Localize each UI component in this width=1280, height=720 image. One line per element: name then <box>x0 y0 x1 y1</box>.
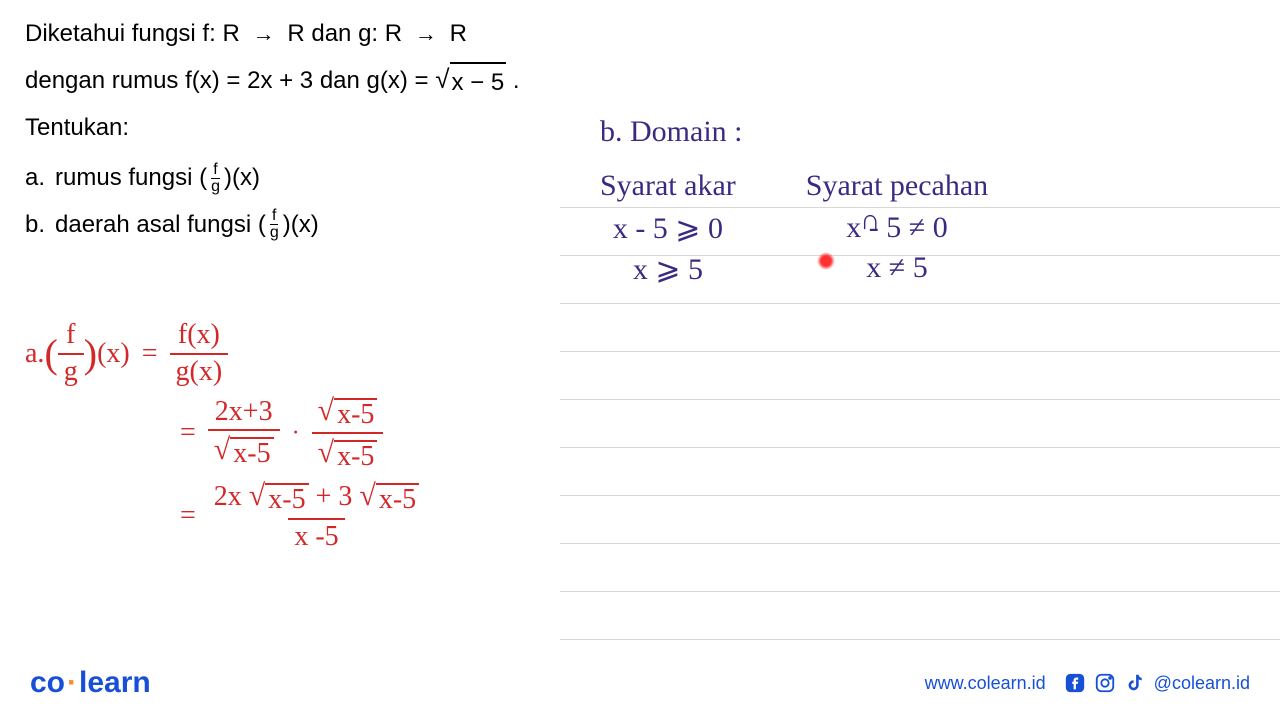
solution-b-title: b. Domain : <box>600 115 988 149</box>
denominator: g <box>58 353 84 388</box>
text: 5 <box>905 251 928 284</box>
text: Diketahui fungsi f: R <box>25 20 240 47</box>
radical-icon: √ <box>318 394 334 427</box>
fraction-fg: f g <box>209 162 222 195</box>
problem-line-3: Tentukan: <box>25 109 545 147</box>
text: 2x <box>214 481 242 512</box>
neq: ≠ <box>889 251 905 284</box>
website-url: www.colearn.id <box>925 673 1046 694</box>
radicand: x − 5 <box>450 62 507 102</box>
text: ) <box>84 330 97 377</box>
equals: = <box>180 500 196 532</box>
numerator: √x-5 <box>312 394 384 433</box>
text: dengan rumus f(x) = 2x + 3 dan g(x) = <box>25 67 435 94</box>
denominator: g <box>209 179 222 195</box>
step: x - 5 ⩾ 0 <box>600 211 736 246</box>
instagram-icon <box>1094 672 1116 694</box>
footer: co·learn www.colearn.id @colearn.id <box>0 666 1280 700</box>
denominator: √x-5 <box>312 432 384 473</box>
radicand: x-5 <box>334 440 377 473</box>
text: )(x) <box>283 206 319 244</box>
logo-text-a: co <box>30 666 65 700</box>
text: + 3 <box>316 481 360 512</box>
text: rumus fungsi ( <box>55 159 207 197</box>
colearn-logo: co·learn <box>30 666 151 700</box>
tiktok-icon <box>1124 672 1146 694</box>
solution-a: a. ( f g ) (x) = f(x) g(x) = 2x+3 √x-5 ·… <box>25 320 425 559</box>
neq: ≠ <box>909 211 925 244</box>
fraction-fg: f g <box>268 208 281 241</box>
sqrt-expression: √ x − 5 <box>435 59 506 102</box>
radicand: x-5 <box>230 437 273 470</box>
text: . <box>513 67 520 94</box>
label: a. <box>25 159 45 197</box>
solution-a-row-3: = 2x √x-5 + 3 √x-5 x -5 <box>180 479 425 553</box>
text: R dan g: R <box>287 20 402 47</box>
problem-statement: Diketahui fungsi f: R → R dan g: R → R d… <box>25 15 545 244</box>
numerator: f <box>211 162 219 179</box>
radical-icon: √ <box>359 479 375 512</box>
arrow-icon: → <box>409 16 443 51</box>
solution-b-columns: Syarat akar x - 5 ⩾ 0 x ⩾ 5 Syarat pecah… <box>600 169 988 293</box>
radicand: x-5 <box>376 483 419 516</box>
denominator: g(x) <box>170 353 229 388</box>
question-a: a. rumus fungsi ( f g )(x) <box>25 159 545 197</box>
text: daerah asal fungsi ( <box>55 206 266 244</box>
numerator: 2x √x-5 + 3 √x-5 <box>208 479 425 518</box>
column-fraction-condition: Syarat pecahan x - 5 ≠ 0 x ≠ 5 <box>806 169 988 293</box>
heading: Syarat akar <box>600 169 736 203</box>
numerator: f <box>270 208 278 225</box>
logo-dot-icon: · <box>67 666 77 700</box>
footer-right: www.colearn.id @colearn.id <box>925 672 1250 694</box>
denominator: x -5 <box>288 518 344 553</box>
numerator: f <box>60 320 81 353</box>
text: x <box>866 251 889 284</box>
facebook-icon <box>1064 672 1086 694</box>
social-links: @colearn.id <box>1064 672 1250 694</box>
label: a. <box>25 338 44 370</box>
text: ( <box>44 330 57 377</box>
radical-icon: √ <box>214 433 230 466</box>
radicand: x-5 <box>334 398 377 431</box>
fraction: 2x √x-5 + 3 √x-5 x -5 <box>208 479 425 553</box>
equals: = <box>142 338 158 370</box>
step: x ⩾ 5 <box>600 252 736 287</box>
intersection-symbol: ∩ <box>860 205 880 237</box>
column-root-condition: Syarat akar x - 5 ⩾ 0 x ⩾ 5 <box>600 169 736 293</box>
numerator: 2x+3 <box>209 397 279 430</box>
fraction-fg: f g <box>58 320 84 388</box>
solution-b: b. Domain : Syarat akar x - 5 ⩾ 0 x ⩾ 5 … <box>600 115 988 293</box>
solution-a-row-1: a. ( f g ) (x) = f(x) g(x) <box>25 320 425 388</box>
radical-icon: √ <box>318 436 334 469</box>
heading: Syarat pecahan <box>806 169 988 203</box>
radicand: x-5 <box>265 483 308 516</box>
denominator: √x-5 <box>208 429 280 470</box>
denominator: g <box>268 225 281 241</box>
dot: · <box>292 420 300 447</box>
fraction: f(x) g(x) <box>170 320 229 388</box>
social-handle: @colearn.id <box>1154 673 1250 694</box>
equals: = <box>180 417 196 449</box>
fraction: 2x+3 √x-5 <box>208 397 280 471</box>
problem-line-1: Diketahui fungsi f: R → R dan g: R → R <box>25 15 545 53</box>
radical-icon: √ <box>249 479 265 512</box>
radical-icon: √ <box>435 59 449 101</box>
arrow-icon: → <box>246 16 280 51</box>
pointer-dot-icon <box>817 252 835 270</box>
step: x - 5 ≠ 0 <box>806 211 988 245</box>
text: R <box>450 20 467 47</box>
fraction: √x-5 √x-5 <box>312 394 384 474</box>
label: b. <box>25 206 45 244</box>
text: )(x) <box>224 159 260 197</box>
logo-text-b: learn <box>79 666 151 700</box>
problem-line-2: dengan rumus f(x) = 2x + 3 dan g(x) = √ … <box>25 59 545 102</box>
numerator: f(x) <box>172 320 226 353</box>
text: (x) <box>97 338 130 370</box>
question-b: b. daerah asal fungsi ( f g )(x) <box>25 206 545 244</box>
text: 0 <box>925 211 948 244</box>
solution-a-row-2: = 2x+3 √x-5 · √x-5 √x-5 <box>180 394 425 474</box>
